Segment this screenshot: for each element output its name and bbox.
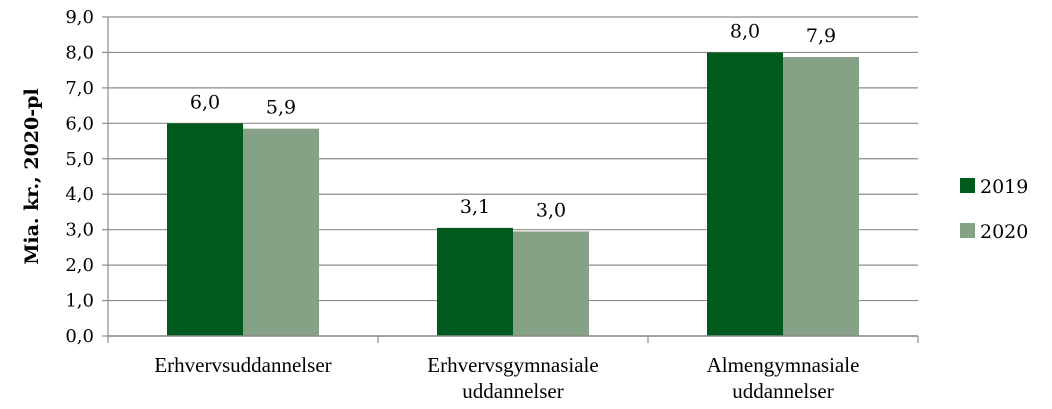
x-category-label: uddannelser — [462, 379, 563, 403]
legend-swatch-2019 — [960, 178, 975, 193]
bar-2020 — [243, 128, 319, 336]
y-tick-label: 3,0 — [65, 220, 94, 241]
y-tick-label: 2,0 — [65, 255, 94, 276]
data-label: 6,0 — [190, 91, 220, 113]
y-tick-label: 6,0 — [65, 113, 94, 134]
x-axis: Erhvervsuddannelser Erhvervsgymnasialeudd… — [107, 335, 919, 403]
data-label: 7,9 — [806, 25, 836, 47]
data-label: 5,9 — [266, 97, 296, 119]
y-axis-ticks: 0,0 1,0 2,0 3,0 4,0 5,0 6,0 7,0 8,0 9,0 — [65, 7, 109, 347]
bar-2020 — [513, 231, 589, 336]
bars — [167, 52, 859, 337]
data-label: 8,0 — [730, 20, 760, 42]
y-tick-label: 0,0 — [65, 326, 94, 347]
x-category-label: Almengymnasiale — [707, 353, 860, 377]
bar-2019 — [167, 123, 243, 336]
y-axis-title: Mia. kr., 2020-pl — [21, 88, 43, 264]
data-label: 3,0 — [536, 199, 566, 221]
x-category-label: Erhvervsgymnasiale — [427, 353, 598, 377]
x-category-label: Erhvervsuddannelser — [154, 353, 331, 377]
legend-swatch-2020 — [960, 223, 975, 238]
x-category-label: uddannelser — [732, 379, 833, 403]
legend-label: 2019 — [980, 176, 1028, 198]
y-tick-label: 4,0 — [65, 184, 94, 205]
data-labels: 6,0 5,9 3,1 3,0 8,0 7,9 — [190, 20, 836, 221]
bar-2019 — [707, 52, 783, 336]
y-tick-label: 8,0 — [65, 42, 94, 63]
y-tick-label: 1,0 — [65, 291, 94, 312]
y-tick-label: 5,0 — [65, 149, 94, 170]
legend-label: 2020 — [980, 221, 1028, 243]
y-tick-label: 9,0 — [65, 7, 94, 28]
y-tick-label: 7,0 — [65, 78, 94, 99]
bar-2019 — [437, 227, 513, 336]
legend: 2019 2020 — [960, 176, 1028, 243]
data-label: 3,1 — [460, 196, 490, 218]
bar-2020 — [783, 57, 859, 337]
